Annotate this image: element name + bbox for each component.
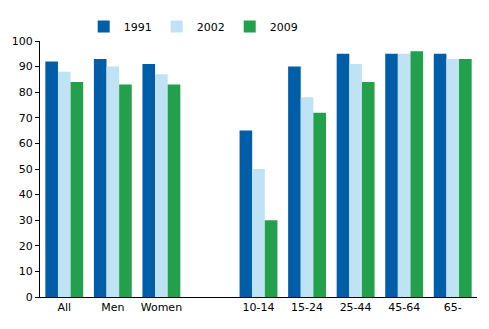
- svg-text:70: 70: [19, 112, 33, 125]
- svg-text:30: 30: [19, 214, 33, 227]
- svg-text:80: 80: [19, 86, 33, 99]
- svg-text:45-64: 45-64: [388, 301, 420, 314]
- svg-text:2009: 2009: [270, 21, 298, 34]
- svg-text:15-24: 15-24: [291, 301, 323, 314]
- svg-text:2002: 2002: [197, 21, 225, 34]
- svg-text:10-14: 10-14: [243, 301, 275, 314]
- svg-text:Men: Men: [101, 301, 124, 314]
- svg-text:65-: 65-: [444, 301, 462, 314]
- svg-text:All: All: [57, 301, 71, 314]
- svg-text:100: 100: [12, 35, 33, 48]
- svg-text:Women: Women: [141, 301, 182, 314]
- svg-text:10: 10: [19, 265, 33, 278]
- svg-text:60: 60: [19, 137, 33, 150]
- svg-text:1991: 1991: [124, 21, 152, 34]
- svg-text:90: 90: [19, 60, 33, 73]
- svg-text:40: 40: [19, 188, 33, 201]
- svg-text:25-44: 25-44: [340, 301, 372, 314]
- svg-text:50: 50: [19, 163, 33, 176]
- svg-text:20: 20: [19, 240, 33, 253]
- svg-text:0: 0: [26, 291, 33, 304]
